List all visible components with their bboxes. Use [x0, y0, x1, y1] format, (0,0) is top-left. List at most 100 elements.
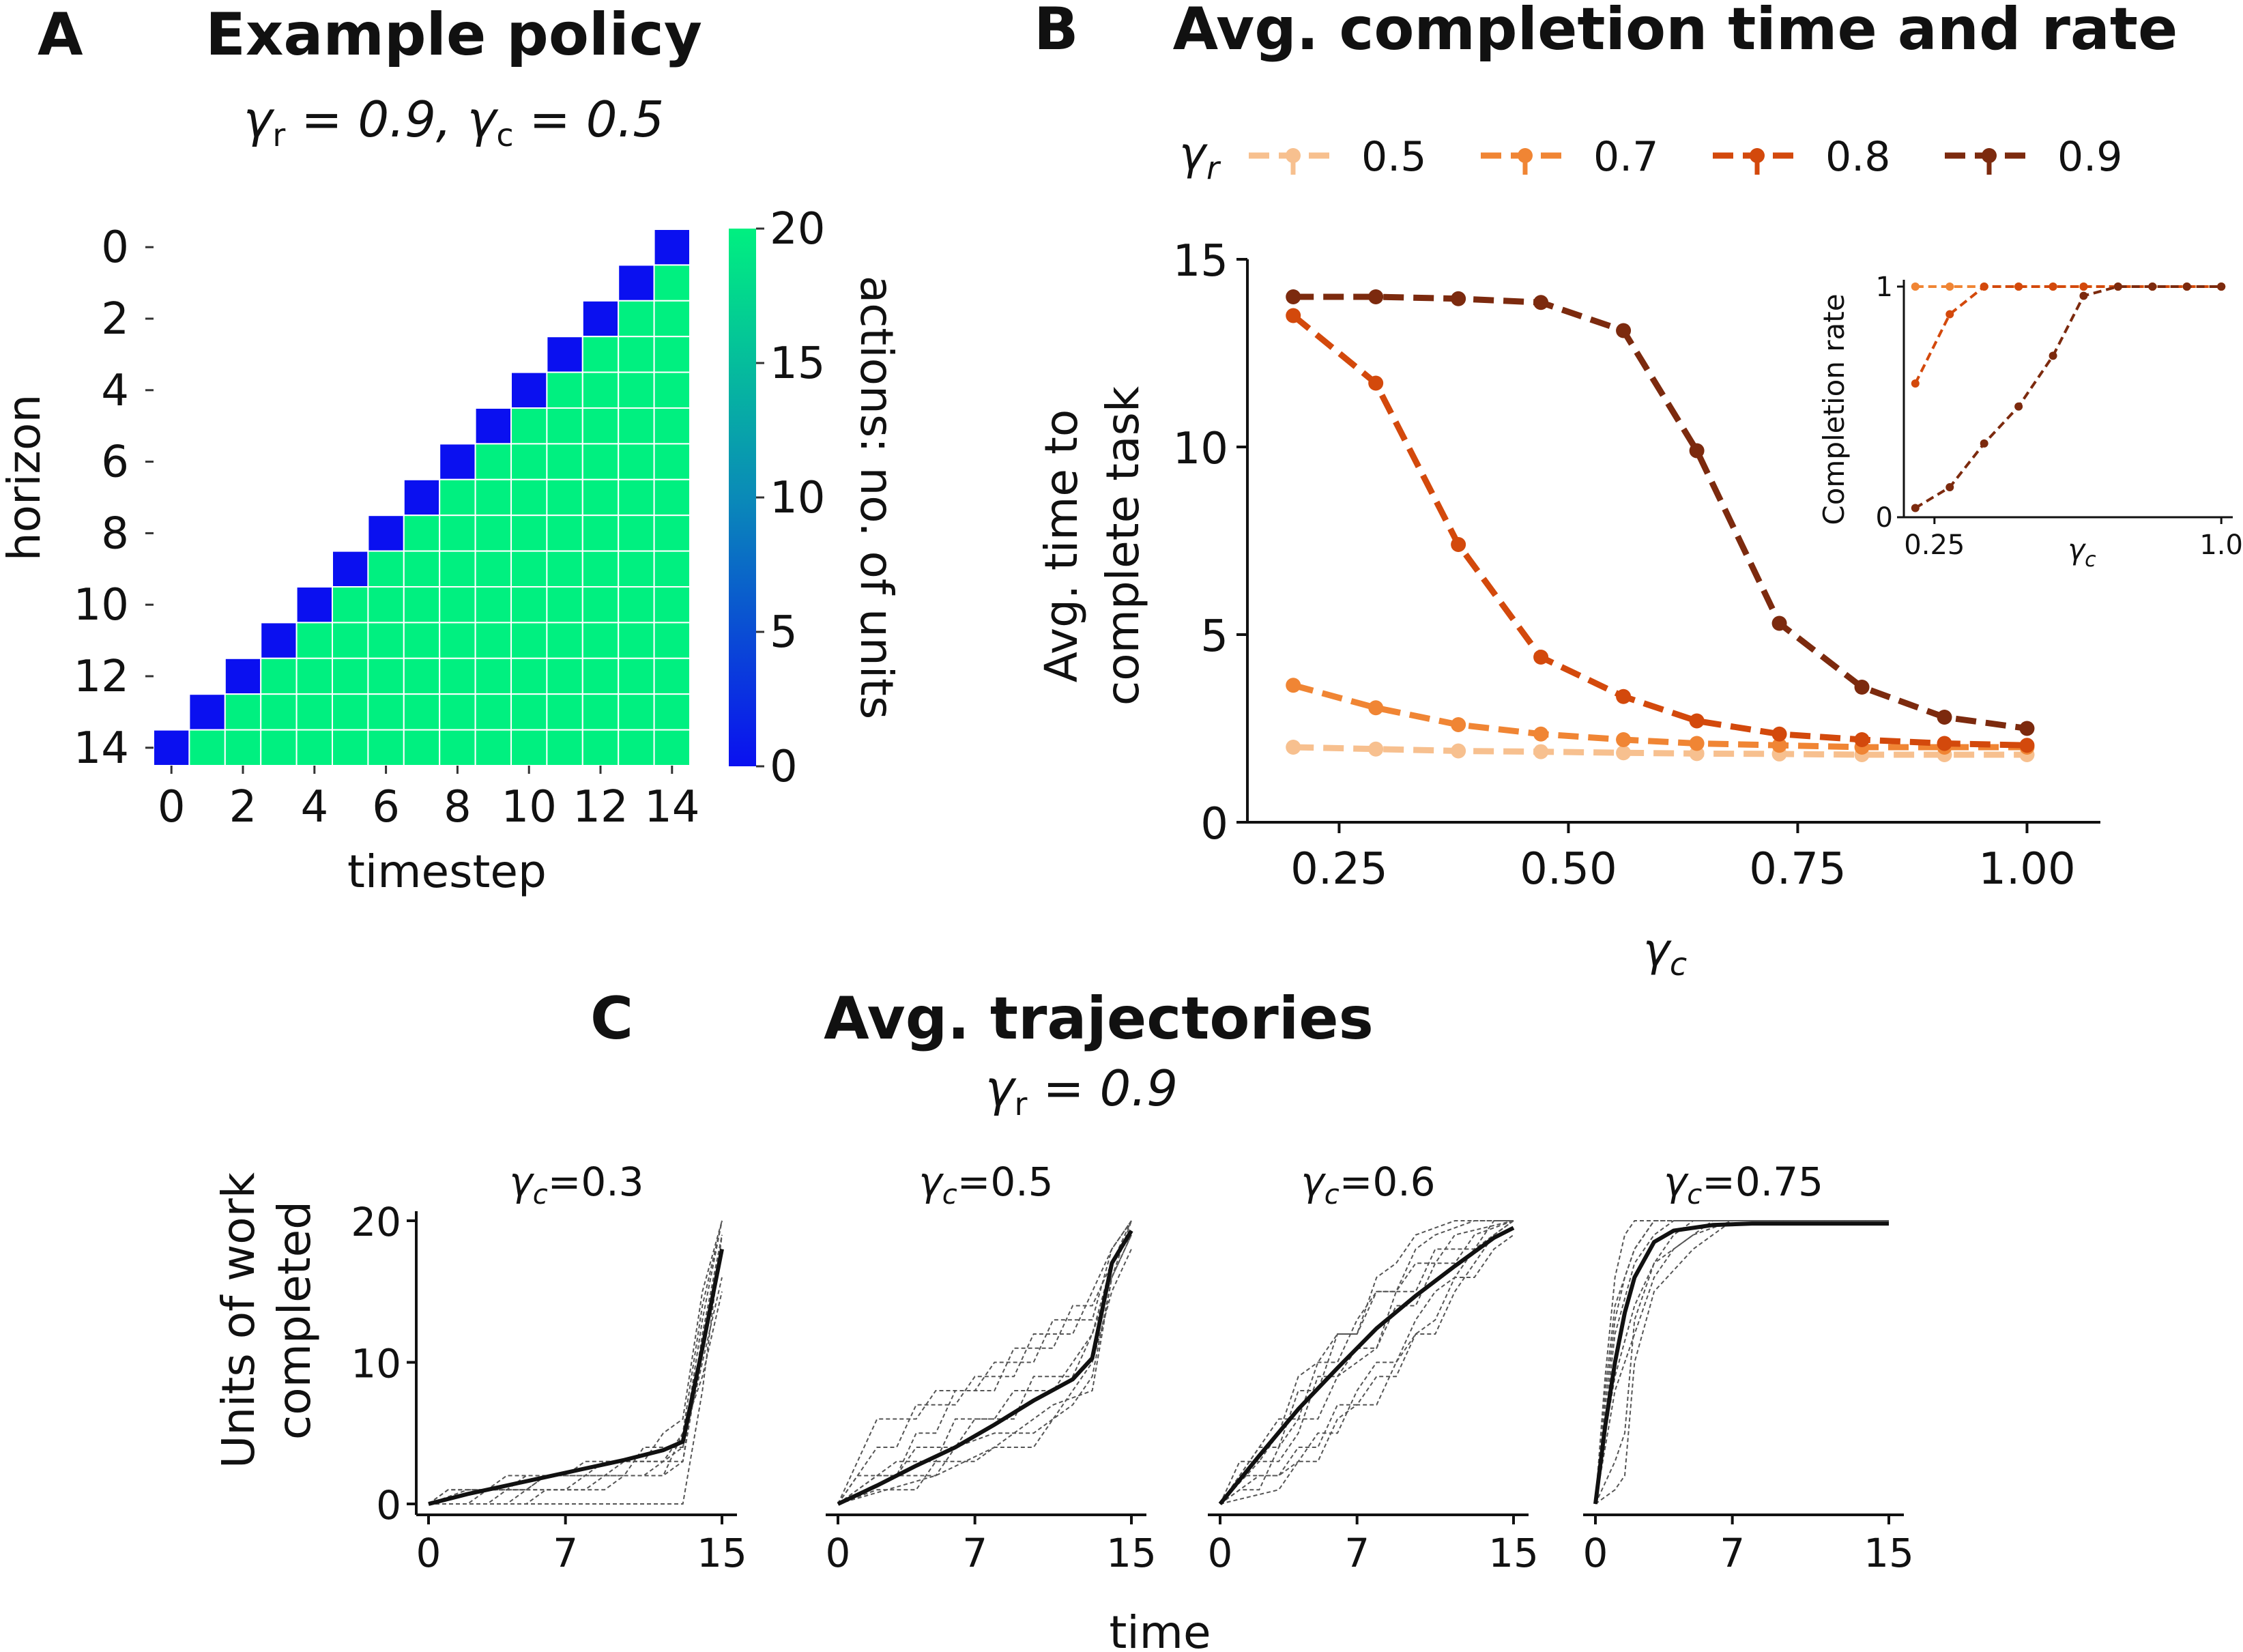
heatmap-cell — [510, 515, 548, 552]
trajectory-line — [837, 1249, 1132, 1505]
heatmap-cell — [474, 550, 512, 588]
subplot-xtick-label: 0 — [416, 1530, 442, 1576]
trajectory-line — [429, 1234, 723, 1505]
heatmap-cell — [332, 729, 369, 766]
completion-rate-inset: 0 1 0.25 1.0 γc — [1876, 272, 2243, 572]
heatmap-cell — [653, 657, 691, 695]
series-point-0.8 — [1368, 375, 1384, 391]
legend-label: 0.8 — [1825, 133, 1890, 181]
heatmap — [153, 229, 691, 766]
series-point-0.9 — [1368, 289, 1384, 304]
heatmap-cell — [510, 657, 548, 695]
series-point-0.7 — [1368, 700, 1384, 716]
plot-b-ytick-label: 10 — [1173, 424, 1228, 474]
plot-b-xtick-label: 0.25 — [1290, 844, 1388, 895]
trajectory-line — [1595, 1220, 1889, 1505]
heatmap-cell — [581, 371, 620, 409]
heatmap-cell — [581, 657, 620, 695]
heatmap-cell — [188, 693, 226, 731]
inset-series-point-0.8 — [1945, 310, 1954, 319]
series-point-0.9 — [1854, 680, 1870, 695]
panel-c: C Avg. trajectories γr = 0.9 γc=0.301020… — [212, 985, 1914, 1652]
inset-series-point-0.7 — [1911, 282, 1920, 291]
trajectory-line — [1595, 1220, 1889, 1505]
heatmap-xlabel: timestep — [347, 845, 547, 898]
heatmap-cell — [295, 657, 334, 695]
plot-b-xtick-label: 0.75 — [1749, 844, 1847, 895]
subplot-xtick-label: 0 — [826, 1530, 851, 1576]
subplot-title-gamma: γ — [1664, 1159, 1689, 1205]
series-point-0.8 — [1286, 308, 1301, 323]
subplot-title-sub: c — [1325, 1179, 1340, 1211]
series-point-0.5 — [1616, 745, 1632, 761]
heatmap-cell — [474, 586, 512, 624]
trajectory-line — [429, 1249, 723, 1505]
heatmap-cell — [546, 407, 583, 445]
heatmap-cell — [546, 693, 583, 731]
series-point-0.9 — [1771, 615, 1787, 631]
heatmap-cell — [618, 443, 655, 480]
inset-series-point-0.8 — [2079, 282, 2088, 291]
subplot-title-sub: c — [533, 1179, 548, 1211]
heatmap-cell — [510, 478, 548, 517]
plot-b-ytick-label: 15 — [1173, 236, 1228, 287]
series-line-0.5 — [1293, 744, 2027, 758]
heatmap-cell — [618, 693, 655, 731]
plot-b-xlabel: γc — [1643, 924, 1687, 983]
heatmap-cell — [439, 515, 476, 552]
trajectory-line — [1219, 1220, 1514, 1505]
legend: γ r 0.5 0.7 0.8 0.9 — [1179, 128, 2122, 186]
heatmap-cell — [295, 586, 334, 624]
series-point-0.5 — [1451, 743, 1466, 759]
heatmap-cell — [367, 657, 405, 695]
heatmap-cell — [581, 300, 620, 338]
panel-c-subtitle-sub-r: r — [1015, 1086, 1028, 1122]
heatmap-cell — [618, 515, 655, 552]
heatmap-cell — [439, 622, 476, 659]
series-point-0.8 — [1616, 689, 1632, 704]
panel-a-subtitle-sub-r: r — [272, 117, 285, 154]
heatmap-ytick-label: 4 — [101, 366, 129, 416]
inset-series-point-0.9 — [2014, 402, 2023, 411]
trajectory-line — [1595, 1220, 1889, 1505]
colorbar-tick-label: 10 — [770, 473, 825, 523]
heatmap-cell — [618, 586, 655, 624]
trajectory-line — [428, 1220, 723, 1505]
heatmap-cell — [403, 657, 441, 695]
inset-series-point-0.9 — [2113, 282, 2122, 291]
heatmap-cell — [224, 657, 262, 695]
heatmap-cell — [653, 729, 691, 766]
heatmap-cell — [546, 657, 583, 695]
heatmap-xtick-label: 12 — [573, 782, 628, 832]
series-line-0.9 — [1293, 293, 2028, 731]
colorbar — [729, 229, 756, 766]
trajectory-line — [837, 1234, 1132, 1505]
heatmap-cell — [510, 693, 548, 731]
heatmap-ytick-label: 0 — [101, 222, 129, 273]
heatmap-cell — [224, 693, 262, 731]
heatmap-cell — [653, 336, 691, 373]
subplot-title-value: =0.5 — [957, 1159, 1054, 1205]
heatmap-cell — [403, 515, 441, 552]
inset-xtick-label: 1.0 — [2199, 530, 2243, 561]
mean-trajectory-line — [1218, 1226, 1515, 1505]
heatmap-xtick-label: 2 — [229, 782, 257, 832]
heatmap-cell — [581, 622, 620, 659]
subplot-xtick-label: 0 — [1583, 1530, 1608, 1576]
series-point-0.7 — [1451, 717, 1466, 732]
heatmap-xtick-label: 0 — [158, 782, 186, 832]
series-point-0.8 — [1689, 713, 1705, 729]
heatmap-cell — [618, 622, 655, 659]
subplot-xtick-label: 15 — [1864, 1530, 1914, 1576]
heatmap-cell — [581, 693, 620, 731]
colorbar-tick-label: 15 — [770, 338, 825, 389]
series-point-0.7 — [1616, 732, 1632, 747]
heatmap-cell — [618, 550, 655, 588]
heatmap-cell — [653, 407, 691, 445]
heatmap-cell — [510, 586, 548, 624]
heatmap-cell — [224, 729, 262, 766]
